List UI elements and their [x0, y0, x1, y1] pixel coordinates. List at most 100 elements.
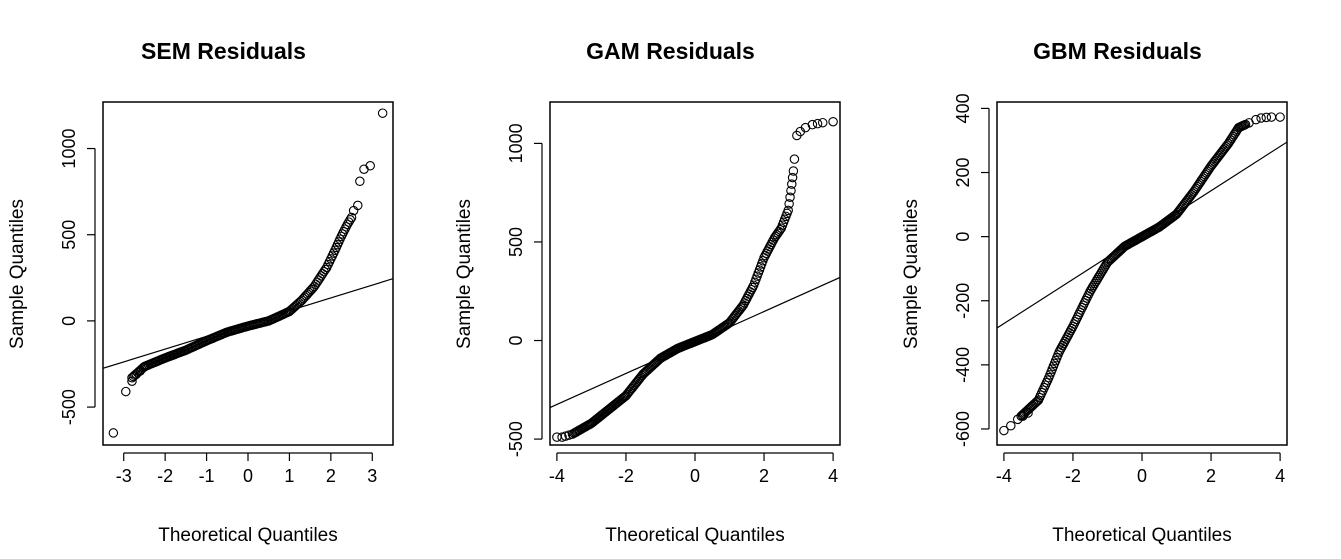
y-tick-label: 500 — [59, 220, 79, 250]
x-tick-label: 2 — [759, 466, 769, 486]
data-point — [567, 429, 578, 439]
panel-gam: GAM Residuals -4 -2 0 2 4 -500 0 500 1000 Theore… — [447, 0, 894, 559]
x-tick-label: -1 — [199, 466, 215, 486]
x-tick-label: -2 — [1065, 466, 1081, 486]
plot-frame — [102, 101, 394, 446]
data-point — [828, 116, 838, 127]
data-marks — [103, 108, 393, 438]
data-point — [365, 161, 375, 171]
data-point — [135, 366, 146, 376]
x-tick-label: -4 — [549, 466, 565, 486]
data-point — [353, 200, 363, 211]
panel-gbm: GBM Residuals -4 -2 0 2 4 -600 -400 -200 0 200 400… — [894, 0, 1341, 559]
plot-svg: -3 -2 -1 0 1 2 3 -500 0 500 1000 — [59, 101, 394, 486]
x-tick-label: 0 — [1137, 466, 1147, 486]
data-point — [1205, 163, 1215, 173]
data-point — [342, 219, 353, 230]
data-point — [1261, 112, 1272, 123]
data-point — [769, 233, 780, 243]
y-tick-label: 200 — [953, 157, 973, 187]
x-tick-label: 1 — [284, 466, 294, 486]
data-point — [775, 225, 785, 235]
data-point — [359, 164, 369, 174]
data-point — [1187, 188, 1198, 199]
y-tick-label: -200 — [953, 283, 973, 319]
y-tick-label: -500 — [59, 389, 79, 425]
x-tick-label: 2 — [1206, 466, 1216, 486]
chart-title: GAM Residuals — [586, 38, 755, 64]
y-axis-label: Sample Quantiles — [7, 198, 28, 349]
data-point — [1266, 112, 1277, 122]
chart-title: SEM Residuals — [141, 38, 306, 64]
data-point — [340, 224, 350, 234]
data-point — [771, 229, 782, 240]
x-tick-label: -2 — [618, 466, 634, 486]
x-tick-label: 4 — [1275, 466, 1285, 486]
data-point — [1023, 408, 1033, 418]
data-point — [787, 179, 797, 189]
data-point — [785, 192, 795, 203]
x-tick-label: 0 — [690, 466, 700, 486]
data-point — [320, 264, 331, 275]
data-point — [341, 222, 351, 232]
x-axis-label: Theoretical Quantiles — [158, 525, 338, 546]
data-point — [1018, 411, 1028, 421]
y-tick-label: 0 — [506, 336, 526, 346]
data-point — [121, 386, 131, 397]
data-point — [784, 199, 794, 209]
data-point — [127, 376, 137, 386]
data-point — [736, 303, 746, 313]
data-point — [138, 362, 149, 373]
data-marks — [997, 112, 1287, 436]
y-tick-label: 400 — [953, 93, 973, 123]
data-point — [786, 185, 796, 196]
data-point — [1006, 421, 1016, 431]
data-point — [355, 176, 365, 187]
data-point — [337, 229, 348, 239]
y-tick-label: 1000 — [59, 129, 79, 169]
y-axis-label: Sample Quantiles — [454, 198, 475, 349]
data-point — [1221, 141, 1231, 152]
data-point — [788, 166, 799, 176]
data-point — [817, 117, 828, 128]
data-point — [1256, 113, 1266, 123]
data-point — [108, 428, 119, 438]
x-tick-label: 2 — [326, 466, 336, 486]
data-point — [773, 228, 783, 238]
data-point — [1030, 398, 1040, 409]
data-point — [336, 231, 346, 242]
data-point — [747, 282, 758, 293]
data-point — [783, 205, 793, 216]
data-point — [770, 231, 781, 242]
data-point — [789, 154, 800, 164]
data-point — [999, 425, 1009, 436]
data-point — [1012, 414, 1023, 425]
data-point — [338, 226, 349, 237]
y-axis-label: Sample Quantiles — [901, 198, 922, 349]
x-axis-label: Theoretical Quantiles — [605, 525, 785, 546]
x-tick-label: 0 — [243, 466, 253, 486]
y-tick-label: 500 — [506, 227, 526, 257]
data-point — [1222, 140, 1232, 150]
data-point — [345, 215, 355, 225]
data-point — [1275, 112, 1285, 122]
x-tick-label: -4 — [996, 466, 1012, 486]
data-point — [1251, 114, 1261, 125]
plot-svg: -4 -2 0 2 4 -500 0 500 1000 — [506, 101, 841, 486]
plot-frame — [549, 101, 841, 446]
x-tick-label: -3 — [116, 466, 132, 486]
data-point — [1186, 189, 1197, 200]
x-axis-label: Theoretical Quantiles — [1052, 525, 1232, 546]
chart-title: GBM Residuals — [1033, 38, 1202, 64]
panel-sem: SEM Residuals -3 -2 -1 0 1 2 3 -500 0 500 1000 The… — [0, 0, 447, 559]
y-tick-label: 0 — [59, 316, 79, 326]
y-tick-label: -500 — [506, 421, 526, 457]
y-tick-label: 1000 — [506, 123, 526, 163]
plot-frame — [996, 101, 1288, 446]
y-tick-label: -600 — [953, 411, 973, 447]
y-tick-label: -400 — [953, 347, 973, 383]
data-marks — [550, 116, 840, 442]
data-point — [787, 172, 798, 183]
data-point — [812, 118, 823, 129]
